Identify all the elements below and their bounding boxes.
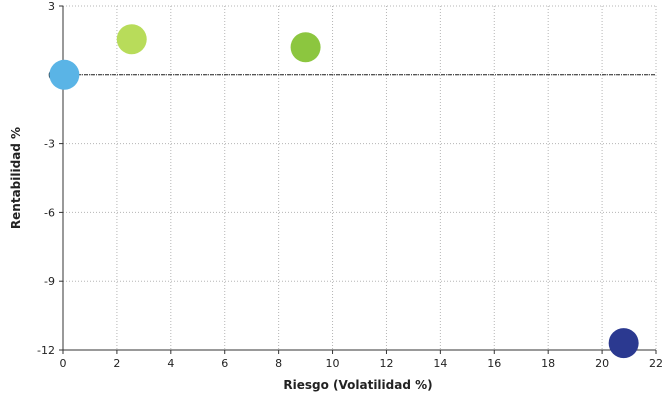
x-tick-label: 14 — [433, 357, 447, 370]
x-tick-label: 22 — [649, 357, 663, 370]
x-tick-label: 0 — [60, 357, 67, 370]
y-tick-label: -3 — [44, 138, 55, 151]
data-point — [608, 328, 639, 359]
data-point — [49, 59, 80, 90]
x-axis-title: Riesgo (Volatilidad %) — [283, 378, 432, 392]
y-tick-label: -12 — [37, 344, 55, 357]
data-point — [290, 32, 321, 63]
y-tick-label: -6 — [44, 206, 55, 219]
x-tick-label: 8 — [275, 357, 282, 370]
grid — [62, 5, 657, 351]
data-points — [49, 24, 639, 359]
y-tick-label: 3 — [48, 0, 55, 13]
x-tick-label: 16 — [487, 357, 501, 370]
x-tick-label: 20 — [595, 357, 609, 370]
y-tick-label: -9 — [44, 275, 55, 288]
axes — [59, 5, 657, 354]
x-tick-label: 12 — [379, 357, 393, 370]
x-tick-label: 18 — [541, 357, 555, 370]
x-tick-label: 2 — [113, 357, 120, 370]
x-tick-label: 10 — [326, 357, 340, 370]
y-axis-title: Rentabilidad % — [9, 127, 23, 229]
data-point — [116, 24, 147, 55]
tick-labels: 024681012141618202230-3-6-9-12 — [37, 0, 663, 370]
x-tick-label: 4 — [167, 357, 174, 370]
x-tick-label: 6 — [221, 357, 228, 370]
